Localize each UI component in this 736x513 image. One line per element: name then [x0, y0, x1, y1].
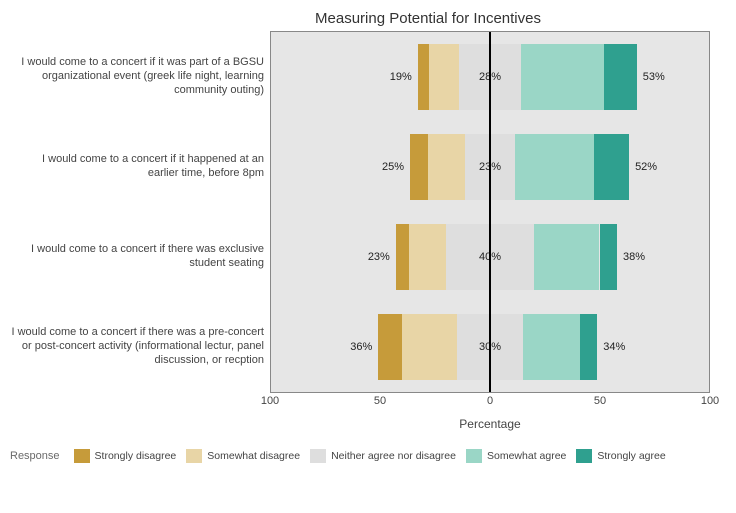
x-tick: 100: [261, 395, 279, 407]
legend-item-sd: Strongly disagree: [74, 449, 177, 463]
pct-disagree: 36%: [350, 341, 372, 353]
legend: Response Strongly disagree Somewhat disag…: [10, 449, 726, 463]
bar-segment-wa: [534, 224, 600, 290]
legend-item-wd: Somewhat disagree: [186, 449, 300, 463]
x-axis: 10050050100: [270, 393, 710, 417]
bar-segment-sd: [410, 134, 428, 200]
pct-agree: 53%: [643, 71, 665, 83]
legend-item-n: Neither agree nor disagree: [310, 449, 456, 463]
zero-line: [489, 32, 491, 392]
y-axis-labels: I would come to a concert if it was part…: [10, 31, 270, 393]
bar-segment-sd: [418, 44, 429, 110]
legend-label: Neither agree nor disagree: [331, 450, 456, 462]
bar-segment-sa: [594, 134, 629, 200]
legend-item-wa: Somewhat agree: [466, 449, 566, 463]
bar-segment-wa: [515, 134, 594, 200]
pct-agree: 38%: [623, 251, 645, 263]
legend-item-sa: Strongly agree: [576, 449, 665, 463]
bar-segment-wd: [409, 224, 446, 290]
x-axis-title: Percentage: [270, 417, 710, 431]
bar-segment-wa: [523, 314, 580, 380]
pct-agree: 52%: [635, 161, 657, 173]
legend-label: Somewhat agree: [487, 450, 566, 462]
bars-area: 19%28%53%25%23%52%23%40%38%36%30%34%: [270, 31, 710, 393]
chart-title: Measuring Potential for Incentives: [130, 10, 726, 27]
question-label: I would come to a concert if it happened…: [10, 121, 270, 211]
pct-disagree: 23%: [368, 251, 390, 263]
bar-segment-sd: [378, 314, 402, 380]
question-label: I would come to a concert if there was e…: [10, 211, 270, 301]
plot-area: I would come to a concert if it was part…: [10, 31, 726, 393]
question-label: I would come to a concert if there was a…: [10, 301, 270, 391]
pct-agree: 34%: [603, 341, 625, 353]
legend-swatch: [466, 449, 482, 463]
x-tick: 50: [594, 395, 606, 407]
legend-label: Strongly agree: [597, 450, 665, 462]
legend-swatch: [310, 449, 326, 463]
bar-segment-sa: [604, 44, 637, 110]
bar-segment-wa: [521, 44, 604, 110]
legend-label: Somewhat disagree: [207, 450, 300, 462]
x-tick: 0: [487, 395, 493, 407]
x-tick: 50: [374, 395, 386, 407]
pct-disagree: 19%: [390, 71, 412, 83]
bar-segment-wd: [428, 134, 465, 200]
legend-title: Response: [10, 450, 60, 462]
x-tick: 100: [701, 395, 719, 407]
bar-segment-sd: [396, 224, 409, 290]
legend-swatch: [74, 449, 90, 463]
question-label: I would come to a concert if it was part…: [10, 31, 270, 121]
legend-swatch: [576, 449, 592, 463]
bar-segment-wd: [402, 314, 457, 380]
bar-segment-sa: [600, 224, 618, 290]
bar-segment-wd: [429, 44, 460, 110]
legend-swatch: [186, 449, 202, 463]
bar-segment-sa: [580, 314, 598, 380]
legend-label: Strongly disagree: [95, 450, 177, 462]
pct-disagree: 25%: [382, 161, 404, 173]
